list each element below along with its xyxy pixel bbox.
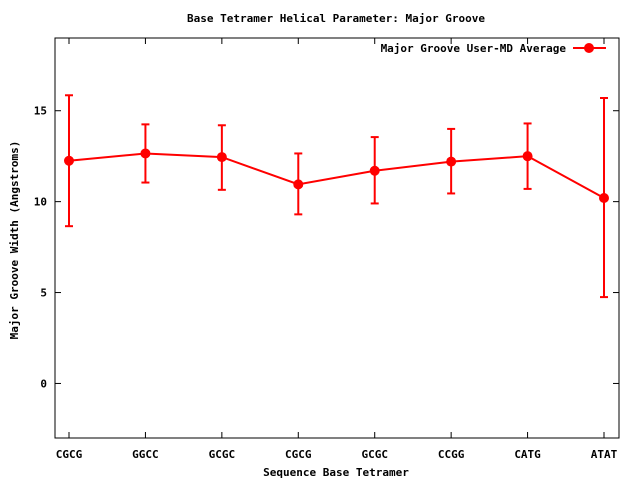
x-axis-label: Sequence Base Tetramer (263, 466, 409, 479)
data-point (293, 179, 304, 190)
data-point (140, 148, 151, 159)
x-tick-label: CGCG (285, 448, 312, 461)
y-tick-label: 5 (40, 287, 47, 300)
data-point (446, 156, 457, 167)
x-axis: CGCG GGCC GCGC CGCG GCGC CCGG CATG ATAT (56, 38, 618, 461)
legend-marker-swatch (584, 43, 594, 53)
series-layer (64, 94, 609, 299)
x-tick-label: CCGG (438, 448, 465, 461)
x-tick-label: GCGC (209, 448, 236, 461)
x-tick-label: ATAT (591, 448, 618, 461)
data-point (369, 165, 380, 176)
y-axis: 0 5 10 15 (34, 105, 619, 390)
y-tick-label: 0 (40, 377, 47, 390)
data-point (216, 152, 227, 163)
x-tick-label: CGCG (56, 448, 83, 461)
x-tick-label: CATG (514, 448, 541, 461)
x-tick-label: GCGC (361, 448, 388, 461)
x-tick-label: GGCC (132, 448, 159, 461)
legend: Major Groove User-MD Average (381, 42, 606, 55)
y-tick-label: 15 (34, 105, 47, 118)
series-line (68, 152, 605, 199)
plot-frame (54, 37, 620, 439)
data-point (522, 151, 533, 162)
data-point (599, 193, 609, 203)
legend-label: Major Groove User-MD Average (381, 42, 567, 55)
y-tick-label: 10 (34, 196, 47, 209)
chart-title: Base Tetramer Helical Parameter: Major G… (187, 12, 485, 25)
data-point (64, 155, 74, 166)
y-axis-label: Major Groove Width (Angstroms) (8, 141, 21, 340)
